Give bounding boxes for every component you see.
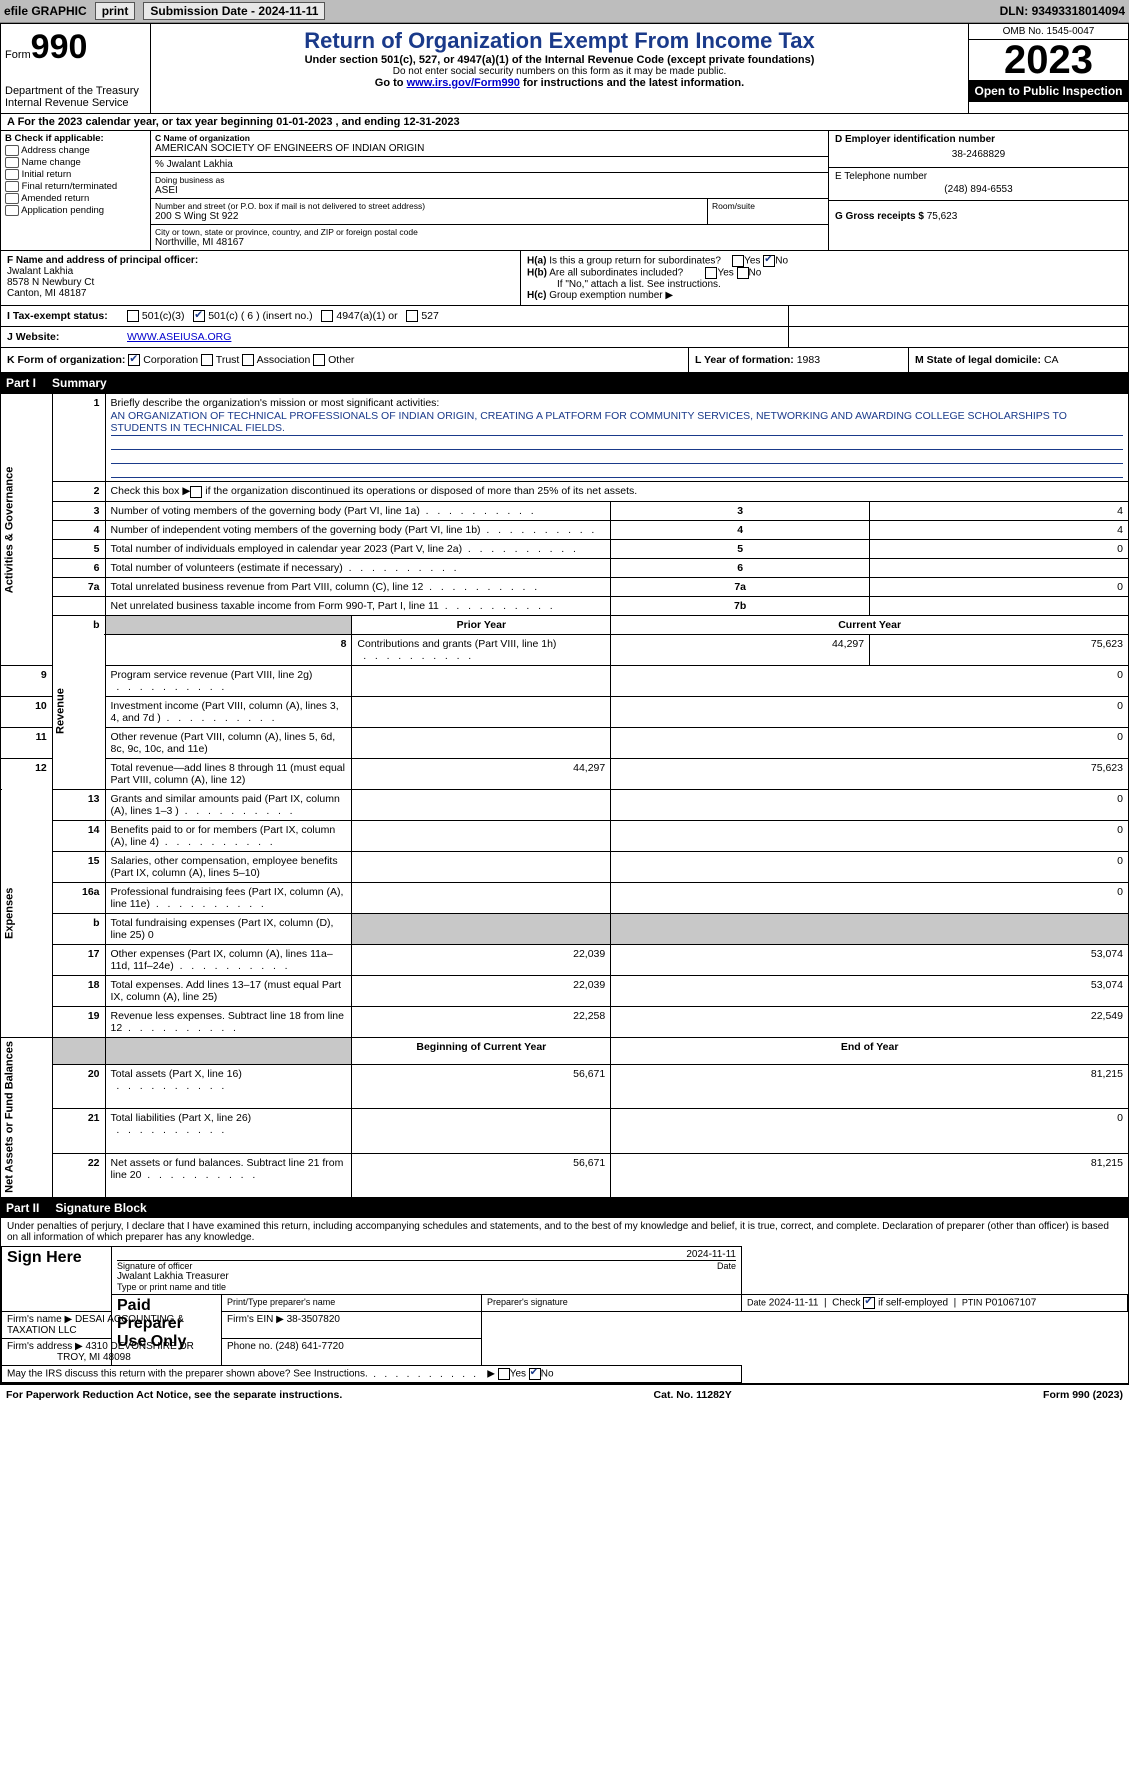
col-b: B Check if applicable: Address change Na… [1, 131, 151, 250]
officer-signature: Jwalant Lakhia Treasurer [117, 1271, 736, 1282]
officer-group-row: F Name and address of principal officer:… [0, 251, 1129, 306]
part1-header: Part ISummary [0, 373, 1129, 393]
street-address: 200 S Wing St 922 [155, 211, 703, 222]
form-header: Form990 Department of the Treasury Inter… [0, 23, 1129, 114]
section-revenue: Revenue [52, 634, 105, 789]
org-name: AMERICAN SOCIETY OF ENGINEERS OF INDIAN … [155, 143, 824, 154]
signature-block: Under penalties of perjury, I declare th… [0, 1218, 1129, 1384]
form-number-block: Form990 Department of the Treasury Inter… [1, 24, 151, 113]
header-year: OMB No. 1545-0047 2023 Open to Public In… [968, 24, 1128, 113]
top-toolbar: efile GRAPHIC print Submission Date - 20… [0, 0, 1129, 23]
gross-receipts: 75,623 [927, 211, 958, 222]
dept-label: Department of the Treasury Internal Reve… [5, 85, 146, 109]
telephone: (248) 894-6553 [835, 182, 1122, 197]
submission-date: Submission Date - 2024-11-11 [143, 2, 325, 20]
dba: ASEI [155, 185, 824, 196]
ptin: P01067107 [985, 1298, 1036, 1309]
officer-name: Jwalant Lakhia [7, 266, 73, 277]
efile-label: efile GRAPHIC [4, 4, 87, 18]
dln: DLN: 93493318014094 [1000, 4, 1125, 18]
col-d: D Employer identification number 38-2468… [828, 131, 1128, 250]
website-link[interactable]: WWW.ASEIUSA.ORG [127, 331, 231, 343]
care-of: % Jwalant Lakhia [151, 157, 828, 173]
summary-table: Activities & Governance 1 Briefly descri… [0, 393, 1129, 1198]
section-expenses: Expenses [1, 789, 53, 1037]
part2-header: Part IISignature Block [0, 1198, 1129, 1218]
mission-text: AN ORGANIZATION OF TECHNICAL PROFESSIONA… [111, 409, 1123, 436]
section-net-assets: Net Assets or Fund Balances [1, 1037, 53, 1198]
website-row: J Website: WWW.ASEIUSA.ORG [0, 327, 1129, 348]
tax-exempt-row: I Tax-exempt status: 501(c)(3) 501(c) ( … [0, 306, 1129, 327]
city-state-zip: Northville, MI 48167 [155, 237, 824, 248]
identity-grid: B Check if applicable: Address change Na… [0, 131, 1129, 251]
klm-row: K Form of organization: Corporation Trus… [0, 348, 1129, 373]
page-footer: For Paperwork Reduction Act Notice, see … [0, 1384, 1129, 1405]
col-c: C Name of organization AMERICAN SOCIETY … [151, 131, 828, 250]
line-a: A For the 2023 calendar year, or tax yea… [0, 114, 1129, 131]
section-governance: Activities & Governance [1, 394, 53, 665]
ein: 38-2468829 [835, 145, 1122, 164]
sign-here: Sign Here [2, 1247, 112, 1312]
irs-link[interactable]: www.irs.gov/Form990 [407, 77, 520, 89]
print-button[interactable]: print [95, 2, 136, 20]
header-title: Return of Organization Exempt From Incom… [151, 24, 968, 113]
